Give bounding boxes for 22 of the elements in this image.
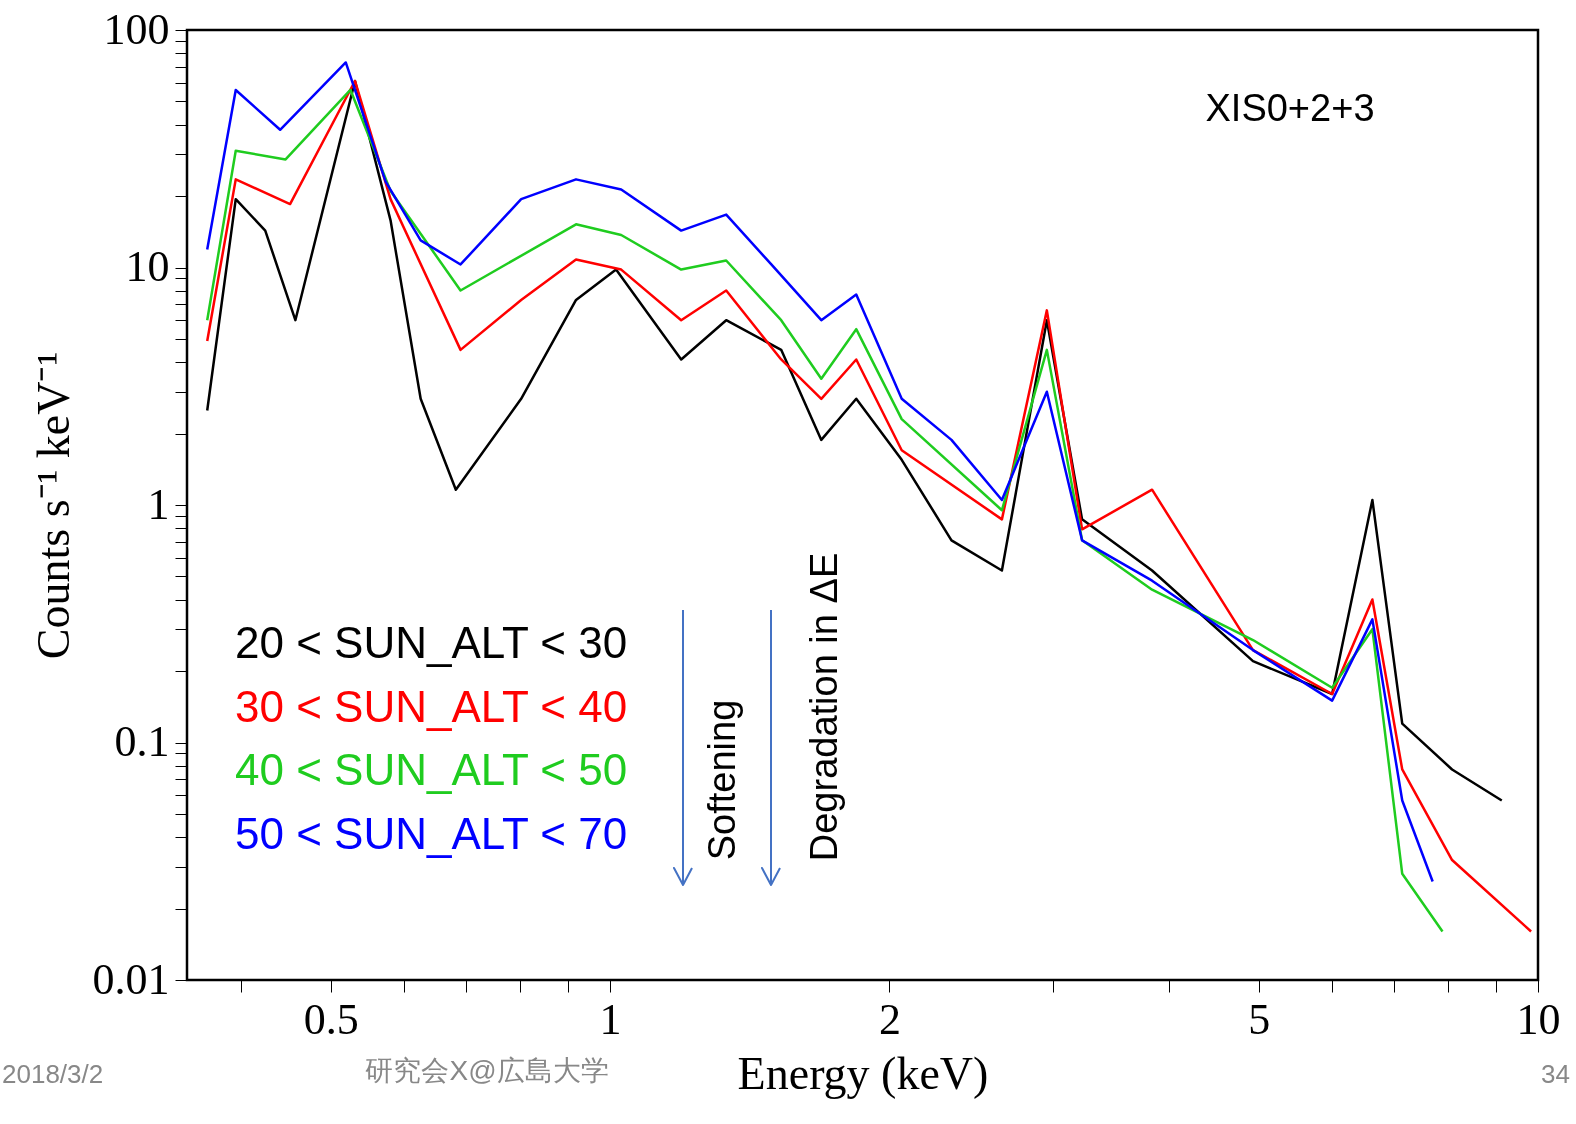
y-axis-title: Counts s⁻¹ keV⁻¹: [27, 351, 79, 660]
text: 50 < SUN_ALT < 70: [235, 808, 628, 858]
x-tick-label: 10: [1516, 994, 1561, 1044]
text: 40 < SUN_ALT < 50: [235, 745, 628, 794]
text: 34: [1541, 1059, 1570, 1089]
x-tick-label: 5: [1248, 994, 1271, 1044]
y-tick-label: 100: [103, 4, 170, 54]
x-tick-label: 0.5: [303, 994, 359, 1044]
annotation: Softening: [701, 699, 743, 861]
x-axis-title: Energy (keV): [737, 1047, 989, 1099]
y-tick-label: 0.01: [92, 954, 170, 1004]
x-tick-label: 2: [878, 994, 901, 1044]
annotation: XIS0+2+3: [1205, 87, 1375, 129]
annotation: Degradation in ΔE: [803, 552, 845, 862]
text: 30 < SUN_ALT < 40: [235, 681, 628, 731]
y-tick-label: 1: [147, 479, 170, 529]
text: 研究会X@広島大学: [365, 1055, 609, 1086]
x-tick-label: 1: [599, 994, 622, 1044]
y-tick-label: 0.1: [114, 717, 170, 766]
text: 20 < SUN_ALT < 30: [235, 618, 628, 667]
y-tick-label: 10: [125, 242, 170, 291]
text: 2018/3/2: [2, 1059, 104, 1089]
